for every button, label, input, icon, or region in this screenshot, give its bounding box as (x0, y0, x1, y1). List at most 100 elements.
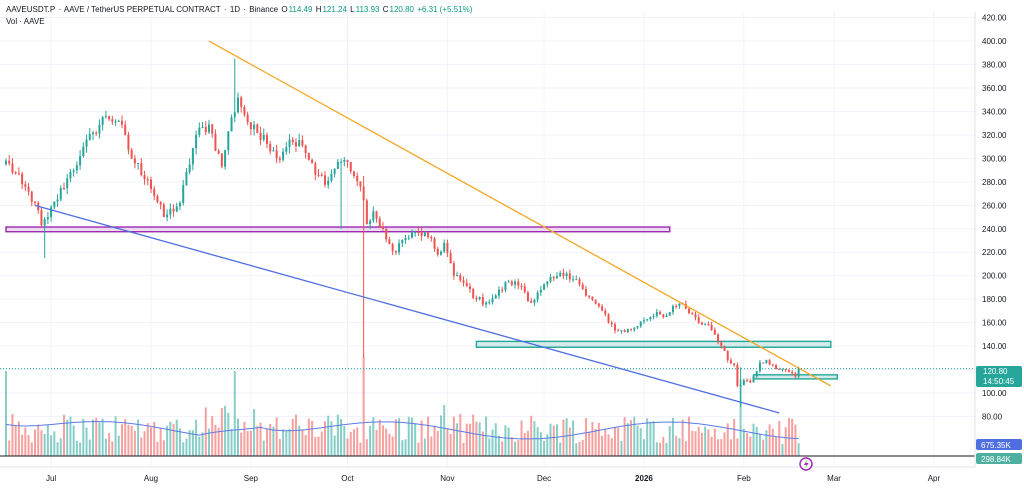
candle[interactable] (739, 367, 742, 408)
candle[interactable] (526, 290, 529, 303)
candle[interactable] (333, 168, 336, 178)
candle[interactable] (5, 158, 7, 166)
candle[interactable] (24, 181, 27, 192)
candle[interactable] (578, 277, 581, 287)
candle[interactable] (291, 137, 294, 146)
candle[interactable] (8, 154, 11, 166)
candle[interactable] (775, 364, 778, 370)
candle[interactable] (700, 321, 703, 326)
candle[interactable] (259, 126, 262, 145)
candle[interactable] (69, 168, 72, 183)
candle[interactable] (59, 185, 62, 202)
candle[interactable] (191, 147, 194, 171)
candle[interactable] (153, 186, 156, 200)
candle[interactable] (755, 370, 758, 379)
candle[interactable] (298, 133, 301, 148)
candle[interactable] (591, 296, 594, 302)
candle[interactable] (220, 153, 223, 169)
candle[interactable] (349, 161, 352, 174)
candle[interactable] (594, 299, 597, 305)
candle[interactable] (114, 119, 117, 126)
candle[interactable] (372, 206, 375, 223)
candle[interactable] (504, 281, 507, 293)
candle[interactable] (765, 359, 768, 364)
candle[interactable] (575, 275, 578, 281)
candle[interactable] (75, 161, 78, 174)
candle[interactable] (133, 154, 136, 169)
candle[interactable] (46, 212, 49, 224)
candle[interactable] (536, 290, 539, 303)
candle[interactable] (246, 111, 249, 126)
candle[interactable] (162, 202, 165, 218)
candle[interactable] (169, 203, 172, 219)
candle[interactable] (282, 148, 285, 162)
candle[interactable] (456, 271, 459, 277)
candle[interactable] (549, 273, 552, 284)
candle[interactable] (597, 302, 600, 309)
candle[interactable] (124, 120, 127, 136)
candle[interactable] (127, 131, 130, 155)
candle[interactable] (101, 115, 104, 131)
candle[interactable] (43, 216, 46, 259)
candle[interactable] (784, 368, 787, 373)
symbol-label[interactable]: AAVEUSDT.P (6, 5, 56, 14)
candle[interactable] (91, 131, 94, 141)
candle[interactable] (240, 95, 243, 113)
candle[interactable] (253, 121, 256, 136)
candle[interactable] (356, 172, 359, 187)
candle[interactable] (749, 378, 752, 384)
candle[interactable] (468, 283, 471, 293)
candle[interactable] (691, 311, 694, 315)
resistance-zone-140[interactable] (475, 340, 832, 348)
candle[interactable] (88, 127, 91, 141)
candle[interactable] (568, 269, 571, 283)
candle[interactable] (294, 138, 297, 153)
candle[interactable] (617, 328, 620, 332)
candle[interactable] (172, 204, 175, 217)
candle[interactable] (762, 362, 765, 364)
candle[interactable] (459, 273, 462, 283)
candle[interactable] (30, 190, 33, 207)
candle[interactable] (717, 333, 720, 345)
candle[interactable] (671, 304, 674, 315)
candle[interactable] (33, 201, 36, 206)
candle[interactable] (620, 329, 623, 334)
candle[interactable] (201, 121, 204, 129)
descending-support[interactable] (34, 204, 780, 414)
candle[interactable] (530, 297, 533, 304)
candle[interactable] (478, 296, 481, 301)
candle[interactable] (230, 114, 233, 132)
candle[interactable] (236, 92, 239, 114)
candle[interactable] (610, 320, 613, 328)
candle[interactable] (140, 158, 143, 177)
candle[interactable] (443, 239, 446, 254)
candle[interactable] (675, 304, 678, 309)
candle[interactable] (688, 308, 691, 315)
candle[interactable] (697, 314, 700, 324)
candle[interactable] (146, 176, 149, 186)
candle[interactable] (726, 350, 729, 363)
candle[interactable] (488, 299, 491, 305)
candle[interactable] (465, 278, 468, 287)
candle[interactable] (198, 122, 201, 138)
candle[interactable] (410, 229, 413, 239)
candle[interactable] (710, 321, 713, 332)
candle[interactable] (555, 272, 558, 279)
candle[interactable] (514, 279, 517, 289)
candle[interactable] (130, 147, 133, 160)
candle[interactable] (436, 246, 439, 257)
candle[interactable] (317, 169, 320, 178)
candle[interactable] (417, 227, 420, 237)
candle[interactable] (398, 239, 401, 256)
candle[interactable] (475, 295, 478, 302)
candle[interactable] (378, 216, 381, 228)
candle[interactable] (195, 130, 198, 155)
candle[interactable] (224, 149, 227, 170)
candle[interactable] (362, 175, 365, 358)
candle[interactable] (636, 325, 639, 330)
candle[interactable] (111, 115, 114, 126)
candle[interactable] (388, 236, 391, 245)
candle[interactable] (211, 123, 214, 138)
